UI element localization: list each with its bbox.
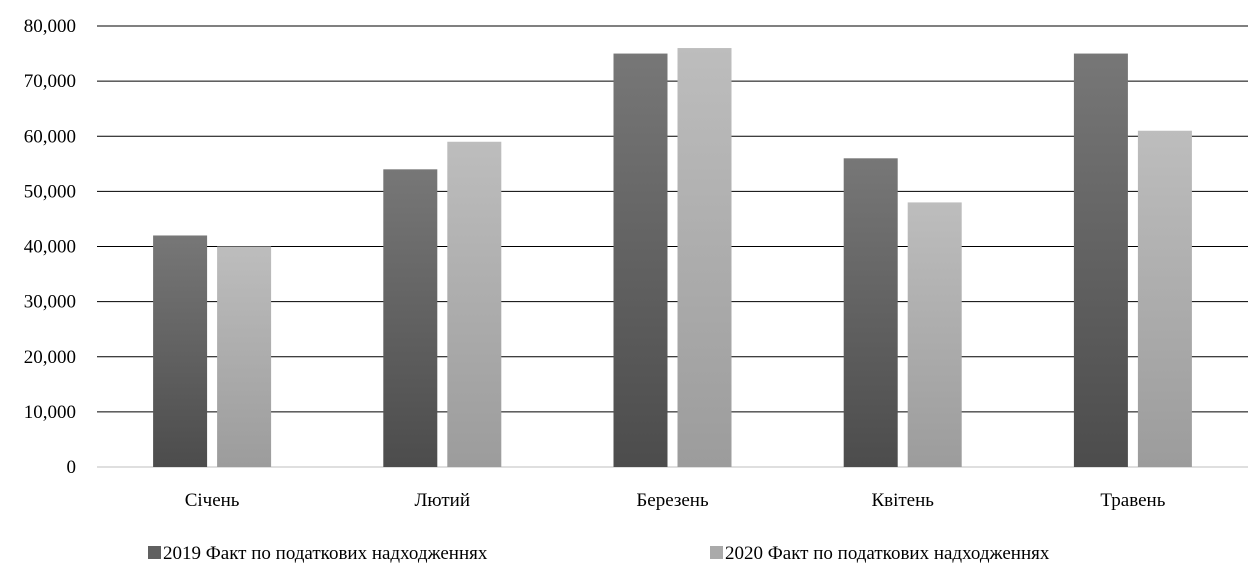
y-axis-tick-labels: 0 10,000 20,000 30,000 40,000 50,000 60,000 70,…: [24, 16, 76, 478]
bar-2020-2: [447, 141, 502, 467]
x-axis-category-labels: Січень Лютий Березень Квітень Травень: [185, 490, 1166, 511]
x-category-label: Квітень: [871, 490, 934, 511]
bar-2019-1: [153, 235, 208, 467]
legend-label: 2019 Факт по податкових надходженнях: [163, 543, 488, 564]
gridlines: [97, 25, 1248, 468]
bar-2020-3: [677, 48, 732, 468]
x-category-label: Травень: [1100, 490, 1165, 511]
y-tick-label: 30,000: [24, 292, 76, 313]
legend: 2019 Факт по податкових надходженнях 2020…: [148, 543, 1050, 564]
x-category-label: Березень: [636, 490, 709, 511]
legend-swatch: [148, 546, 161, 559]
bar-2020-1: [217, 246, 272, 467]
y-tick-label: 0: [67, 457, 77, 478]
bar-2019-4: [843, 158, 898, 468]
y-tick-label: 40,000: [24, 237, 76, 258]
x-category-label: Лютий: [415, 490, 470, 511]
bar-2019-2: [383, 169, 438, 467]
bar-2019-3: [613, 53, 668, 467]
bar-2019-5: [1073, 53, 1128, 467]
legend-label: 2020 Факт по податкових надходженнях: [725, 543, 1050, 564]
legend-swatch: [710, 546, 723, 559]
y-tick-label: 50,000: [24, 181, 76, 202]
legend-item: 2020 Факт по податкових надходженнях: [710, 543, 1050, 564]
bars: [153, 48, 1192, 468]
y-tick-label: 80,000: [24, 16, 76, 37]
y-tick-label: 10,000: [24, 402, 76, 423]
y-tick-label: 60,000: [24, 126, 76, 147]
bar-2020-5: [1137, 130, 1192, 468]
legend-item: 2019 Факт по податкових надходженнях: [148, 543, 488, 564]
y-tick-label: 20,000: [24, 347, 76, 368]
y-tick-label: 70,000: [24, 71, 76, 92]
x-category-label: Січень: [185, 490, 240, 511]
bar-2020-4: [907, 202, 962, 467]
